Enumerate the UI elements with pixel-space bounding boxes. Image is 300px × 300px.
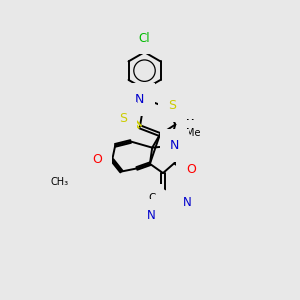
Text: N: N xyxy=(186,194,194,207)
Text: O: O xyxy=(93,153,103,166)
Text: C: C xyxy=(148,193,156,203)
Text: N: N xyxy=(183,196,192,209)
Text: C: C xyxy=(175,187,182,196)
Text: N: N xyxy=(147,210,156,223)
Text: S: S xyxy=(168,99,176,112)
Text: CH₃: CH₃ xyxy=(50,176,68,187)
Text: N: N xyxy=(170,139,179,152)
Text: Me: Me xyxy=(186,128,201,138)
Text: N: N xyxy=(135,93,145,106)
Text: S: S xyxy=(119,112,127,125)
Text: O: O xyxy=(186,163,196,176)
Text: N: N xyxy=(147,209,156,222)
Text: CH₂: CH₂ xyxy=(58,169,76,179)
Text: Me: Me xyxy=(186,119,201,129)
Text: Cl: Cl xyxy=(139,32,150,45)
